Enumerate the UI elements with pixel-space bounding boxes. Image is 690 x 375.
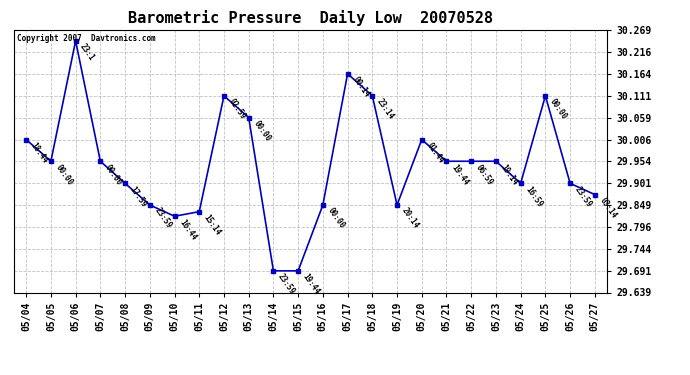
Text: 17:59: 17:59: [128, 185, 148, 209]
Text: 00:00: 00:00: [326, 206, 346, 231]
Text: 19:44: 19:44: [449, 163, 470, 187]
Text: 03:14: 03:14: [598, 196, 618, 220]
Text: 00:14: 00:14: [351, 75, 371, 99]
Text: 00:00: 00:00: [251, 119, 272, 143]
Text: 23:14: 23:14: [375, 97, 396, 122]
Text: 23:59: 23:59: [152, 206, 173, 231]
Text: 23:59: 23:59: [573, 185, 593, 209]
Text: 23:59: 23:59: [276, 272, 297, 296]
Text: 01:44: 01:44: [424, 141, 445, 165]
Title: Barometric Pressure  Daily Low  20070528: Barometric Pressure Daily Low 20070528: [128, 10, 493, 26]
Text: 00:00: 00:00: [103, 163, 124, 187]
Text: 19:44: 19:44: [301, 272, 322, 296]
Text: 02:59: 02:59: [227, 97, 248, 122]
Text: 23:1: 23:1: [79, 42, 97, 63]
Text: 16:59: 16:59: [524, 185, 544, 209]
Text: Copyright 2007  Davtronics.com: Copyright 2007 Davtronics.com: [17, 34, 155, 43]
Text: 06:59: 06:59: [474, 163, 495, 187]
Text: 18:44: 18:44: [29, 141, 50, 165]
Text: 19:14: 19:14: [499, 163, 520, 187]
Text: 00:00: 00:00: [548, 97, 569, 122]
Text: 00:00: 00:00: [54, 163, 75, 187]
Text: 15:14: 15:14: [202, 213, 223, 237]
Text: 16:44: 16:44: [177, 217, 198, 242]
Text: 20:14: 20:14: [400, 206, 420, 231]
